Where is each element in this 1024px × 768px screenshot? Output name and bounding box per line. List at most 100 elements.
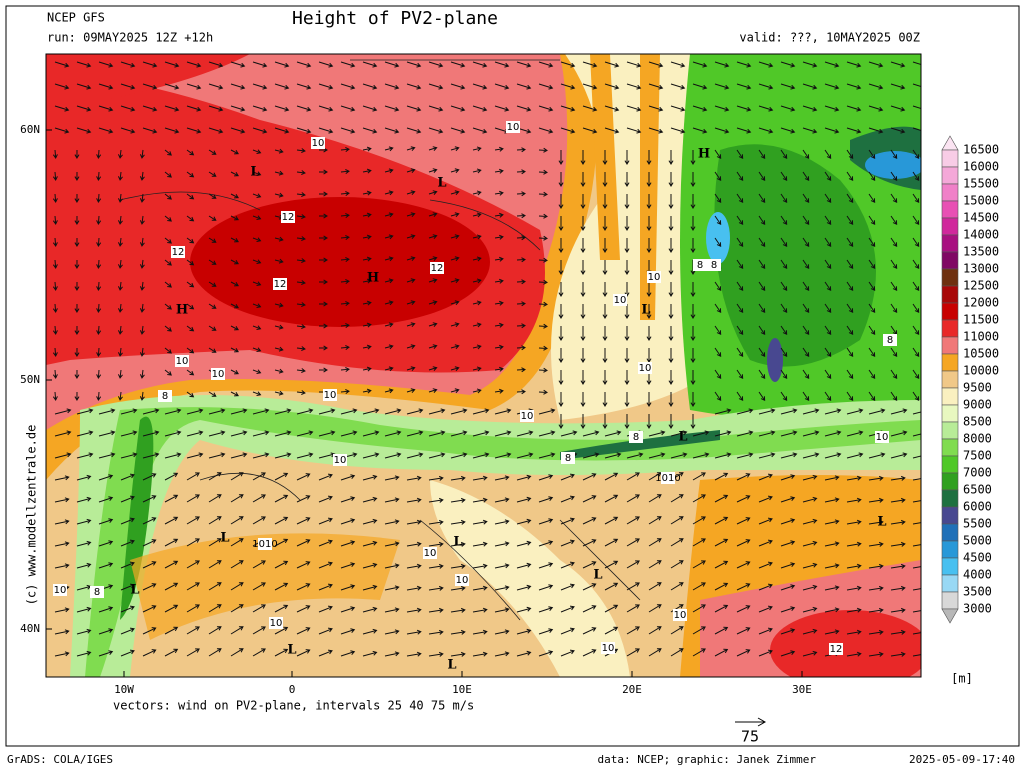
- wind-arrow: [318, 495, 333, 503]
- wind-arrow: [736, 605, 751, 613]
- wind-arrow: [714, 391, 722, 402]
- wind-arrow: [120, 473, 135, 481]
- wind-arrow: [472, 497, 488, 503]
- contour-label: 10: [424, 548, 437, 559]
- wind-arrow: [582, 539, 597, 547]
- wind-arrow: [648, 494, 662, 503]
- wind-arrow: [472, 300, 482, 306]
- wind-arrow: [560, 561, 575, 569]
- wind-arrow: [318, 605, 333, 613]
- wind-arrow: [758, 473, 773, 481]
- wind-arrow: [736, 171, 744, 182]
- wind-arrow: [516, 105, 532, 112]
- wind-arrow: [340, 518, 356, 525]
- wind-arrow: [668, 216, 674, 231]
- wind-arrow: [560, 627, 575, 635]
- wind-arrow: [120, 430, 138, 437]
- wind-arrow: [802, 215, 810, 226]
- wind-arrow: [802, 369, 810, 380]
- colorbar-label: 6500: [963, 483, 992, 497]
- wind-arrow: [780, 237, 788, 248]
- wind-arrow: [117, 391, 123, 401]
- wind-arrow: [846, 193, 854, 204]
- wind-arrow: [139, 215, 145, 225]
- wind-arrow: [318, 473, 333, 481]
- wind-arrow: [96, 193, 102, 203]
- frame: [5, 5, 1020, 747]
- wind-arrow: [142, 127, 158, 134]
- wind-arrow: [868, 281, 876, 292]
- wind-arrow: [74, 149, 80, 159]
- wind-arrow: [538, 83, 554, 90]
- timestamp: 2025-05-09-17:40: [909, 753, 1015, 766]
- wind-arrow: [912, 654, 921, 657]
- wind-arrow: [117, 193, 123, 203]
- wind-arrow: [736, 325, 744, 336]
- wind-arrow: [252, 430, 270, 437]
- wind-arrow: [472, 146, 482, 152]
- pressure-center: L: [447, 658, 456, 673]
- wind-arrow: [912, 171, 920, 182]
- wind-arrow: [54, 452, 72, 459]
- wind-arrow: [692, 105, 708, 112]
- wind-arrow: [580, 348, 586, 363]
- wind-arrow: [120, 127, 136, 134]
- wind-arrow: [538, 345, 548, 351]
- colorbar-label: 4000: [963, 568, 992, 582]
- wind-arrow: [450, 83, 466, 90]
- wind-arrow: [186, 347, 195, 354]
- wind-arrow: [76, 606, 92, 613]
- wind-arrow: [604, 494, 619, 503]
- wind-arrow: [692, 626, 706, 635]
- wind-arrow: [602, 414, 608, 429]
- wind-arrow: [450, 585, 466, 591]
- wind-arrow: [274, 346, 284, 352]
- wind-arrow: [626, 560, 640, 569]
- wind-arrow: [428, 212, 438, 217]
- wind-arrow: [494, 607, 510, 613]
- wind-arrow: [450, 105, 466, 112]
- wind-arrow: [54, 105, 70, 112]
- contour-label: 8: [94, 587, 100, 598]
- wind-arrow: [164, 149, 172, 156]
- wind-arrow: [736, 83, 752, 90]
- wind-arrow: [230, 452, 248, 459]
- wind-arrow: [54, 607, 70, 613]
- wind-arrow: [846, 215, 854, 226]
- wind-arrow: [186, 369, 195, 376]
- wind-arrow: [362, 146, 372, 152]
- wind-arrow: [318, 408, 336, 415]
- wind-arrow: [164, 452, 182, 459]
- wind-arrow: [164, 193, 172, 200]
- contour-label: 12: [282, 212, 295, 223]
- wind-arrow: [670, 604, 684, 613]
- wind-arrow: [868, 325, 876, 336]
- wind-arrow: [538, 191, 548, 197]
- wind-arrow: [450, 168, 460, 174]
- wind-arrow: [868, 237, 876, 248]
- wind-arrow: [274, 494, 289, 503]
- wind-arrow: [692, 560, 706, 569]
- wind-arrow: [54, 127, 70, 134]
- wind-arrow: [139, 237, 145, 247]
- wind-arrow: [164, 430, 182, 437]
- pressure-center: L: [287, 643, 296, 658]
- wind-arrow: [186, 391, 195, 398]
- wind-arrow: [274, 560, 289, 569]
- wind-arrow: [604, 105, 620, 112]
- wind-arrow: [912, 83, 921, 87]
- wind-arrow: [780, 171, 788, 182]
- wind-arrow: [384, 366, 394, 372]
- wind-arrow: [802, 584, 818, 591]
- wind-arrow: [472, 83, 488, 90]
- wind-arrow: [384, 629, 400, 635]
- wind-arrow: [824, 83, 840, 90]
- wind-arrow: [318, 539, 333, 547]
- wind-arrow: [802, 562, 818, 569]
- contour-label: 10: [212, 369, 225, 380]
- wind-arrow: [538, 540, 554, 547]
- wind-arrow: [120, 408, 138, 415]
- wind-arrow: [120, 517, 135, 525]
- wind-arrow: [558, 326, 564, 341]
- wind-arrow: [472, 105, 488, 112]
